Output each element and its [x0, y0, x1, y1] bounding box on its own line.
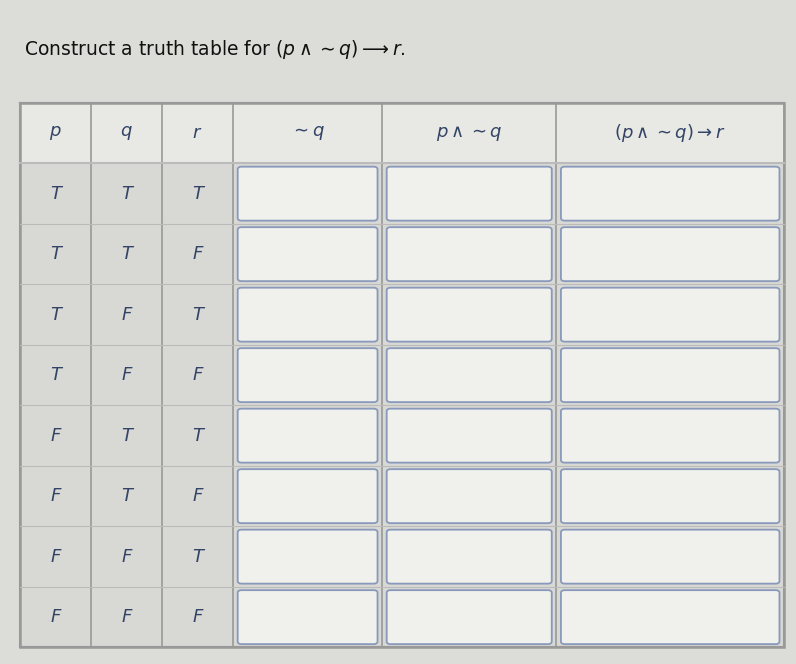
FancyBboxPatch shape: [561, 469, 779, 523]
Text: T: T: [121, 185, 132, 203]
Text: $r$: $r$: [193, 124, 203, 142]
FancyBboxPatch shape: [238, 288, 377, 342]
Text: F: F: [193, 608, 203, 626]
FancyBboxPatch shape: [238, 590, 377, 644]
Text: F: F: [121, 305, 131, 323]
Text: F: F: [193, 487, 203, 505]
Text: F: F: [121, 608, 131, 626]
Text: T: T: [192, 305, 203, 323]
Text: T: T: [121, 245, 132, 263]
Text: $q$: $q$: [120, 124, 133, 142]
Text: T: T: [192, 427, 203, 445]
Text: T: T: [121, 427, 132, 445]
Text: Construct a truth table for $(p\wedge \sim q) \longrightarrow r$.: Construct a truth table for $(p\wedge \s…: [24, 39, 405, 61]
FancyBboxPatch shape: [387, 590, 552, 644]
FancyBboxPatch shape: [561, 530, 779, 584]
FancyBboxPatch shape: [238, 530, 377, 584]
Text: T: T: [50, 245, 61, 263]
Text: $\sim q$: $\sim q$: [291, 124, 325, 142]
Text: F: F: [50, 487, 60, 505]
Text: F: F: [50, 548, 60, 566]
FancyBboxPatch shape: [561, 288, 779, 342]
FancyBboxPatch shape: [238, 227, 377, 281]
Text: F: F: [193, 245, 203, 263]
Text: F: F: [193, 366, 203, 384]
Text: $p\wedge \sim q$: $p\wedge \sim q$: [436, 124, 502, 143]
Text: $p$: $p$: [49, 124, 62, 142]
FancyBboxPatch shape: [238, 469, 377, 523]
Text: $(p\wedge \sim q) \rightarrow r$: $(p\wedge \sim q) \rightarrow r$: [615, 122, 726, 144]
FancyBboxPatch shape: [387, 348, 552, 402]
Text: T: T: [50, 305, 61, 323]
Text: T: T: [50, 185, 61, 203]
FancyBboxPatch shape: [561, 348, 779, 402]
Text: T: T: [50, 366, 61, 384]
Text: F: F: [50, 608, 60, 626]
Text: T: T: [192, 548, 203, 566]
FancyBboxPatch shape: [561, 590, 779, 644]
FancyBboxPatch shape: [561, 167, 779, 220]
FancyBboxPatch shape: [387, 530, 552, 584]
Text: F: F: [121, 366, 131, 384]
FancyBboxPatch shape: [238, 348, 377, 402]
FancyBboxPatch shape: [387, 227, 552, 281]
FancyBboxPatch shape: [387, 408, 552, 463]
FancyBboxPatch shape: [238, 167, 377, 220]
Text: F: F: [50, 427, 60, 445]
FancyBboxPatch shape: [387, 469, 552, 523]
FancyBboxPatch shape: [238, 408, 377, 463]
Bar: [20, 103, 784, 163]
Text: T: T: [121, 487, 132, 505]
FancyBboxPatch shape: [561, 408, 779, 463]
Text: F: F: [121, 548, 131, 566]
FancyBboxPatch shape: [561, 227, 779, 281]
FancyBboxPatch shape: [387, 288, 552, 342]
FancyBboxPatch shape: [387, 167, 552, 220]
Text: T: T: [192, 185, 203, 203]
